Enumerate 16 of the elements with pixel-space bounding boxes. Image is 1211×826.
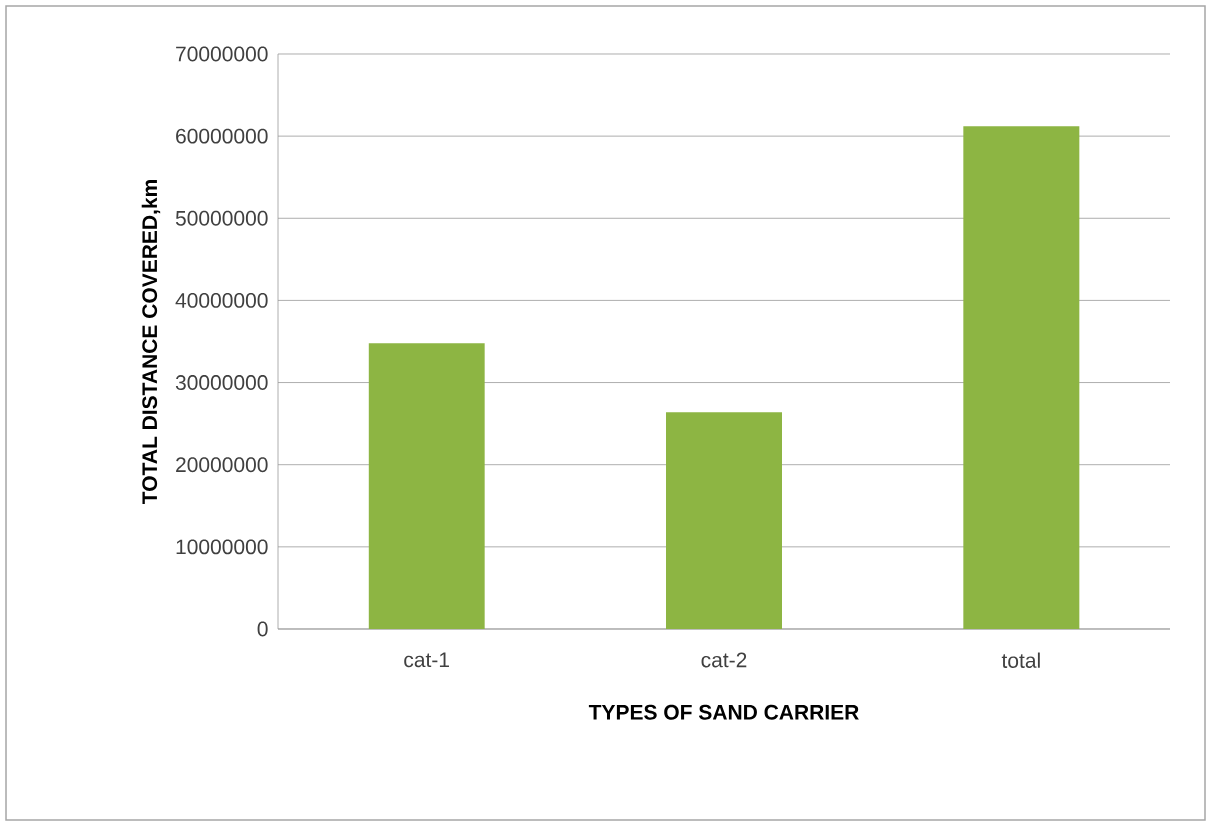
y-tick-label: 70000000 bbox=[176, 46, 268, 62]
y-tick-label: 0 bbox=[257, 621, 268, 637]
x-axis-title: TYPES OF SAND CARRIER bbox=[588, 704, 859, 720]
x-tick-label: cat-2 bbox=[701, 652, 747, 668]
bar bbox=[368, 343, 485, 629]
y-tick-label: 30000000 bbox=[175, 375, 268, 390]
x-tick-label: cat-1 bbox=[404, 652, 449, 668]
y-tick-label: 10000000 bbox=[176, 539, 268, 555]
y-tick-label: 50000000 bbox=[175, 210, 268, 226]
y-tick-label: 40000000 bbox=[175, 292, 268, 308]
y-axis-title: TOTAL DISTANCE COVERED,km bbox=[141, 180, 161, 505]
x-tick-label: total bbox=[1001, 652, 1040, 668]
bar bbox=[666, 412, 782, 629]
bar bbox=[963, 126, 1080, 629]
y-tick-label: 60000000 bbox=[176, 128, 268, 144]
y-tick-label: 20000000 bbox=[176, 457, 268, 473]
